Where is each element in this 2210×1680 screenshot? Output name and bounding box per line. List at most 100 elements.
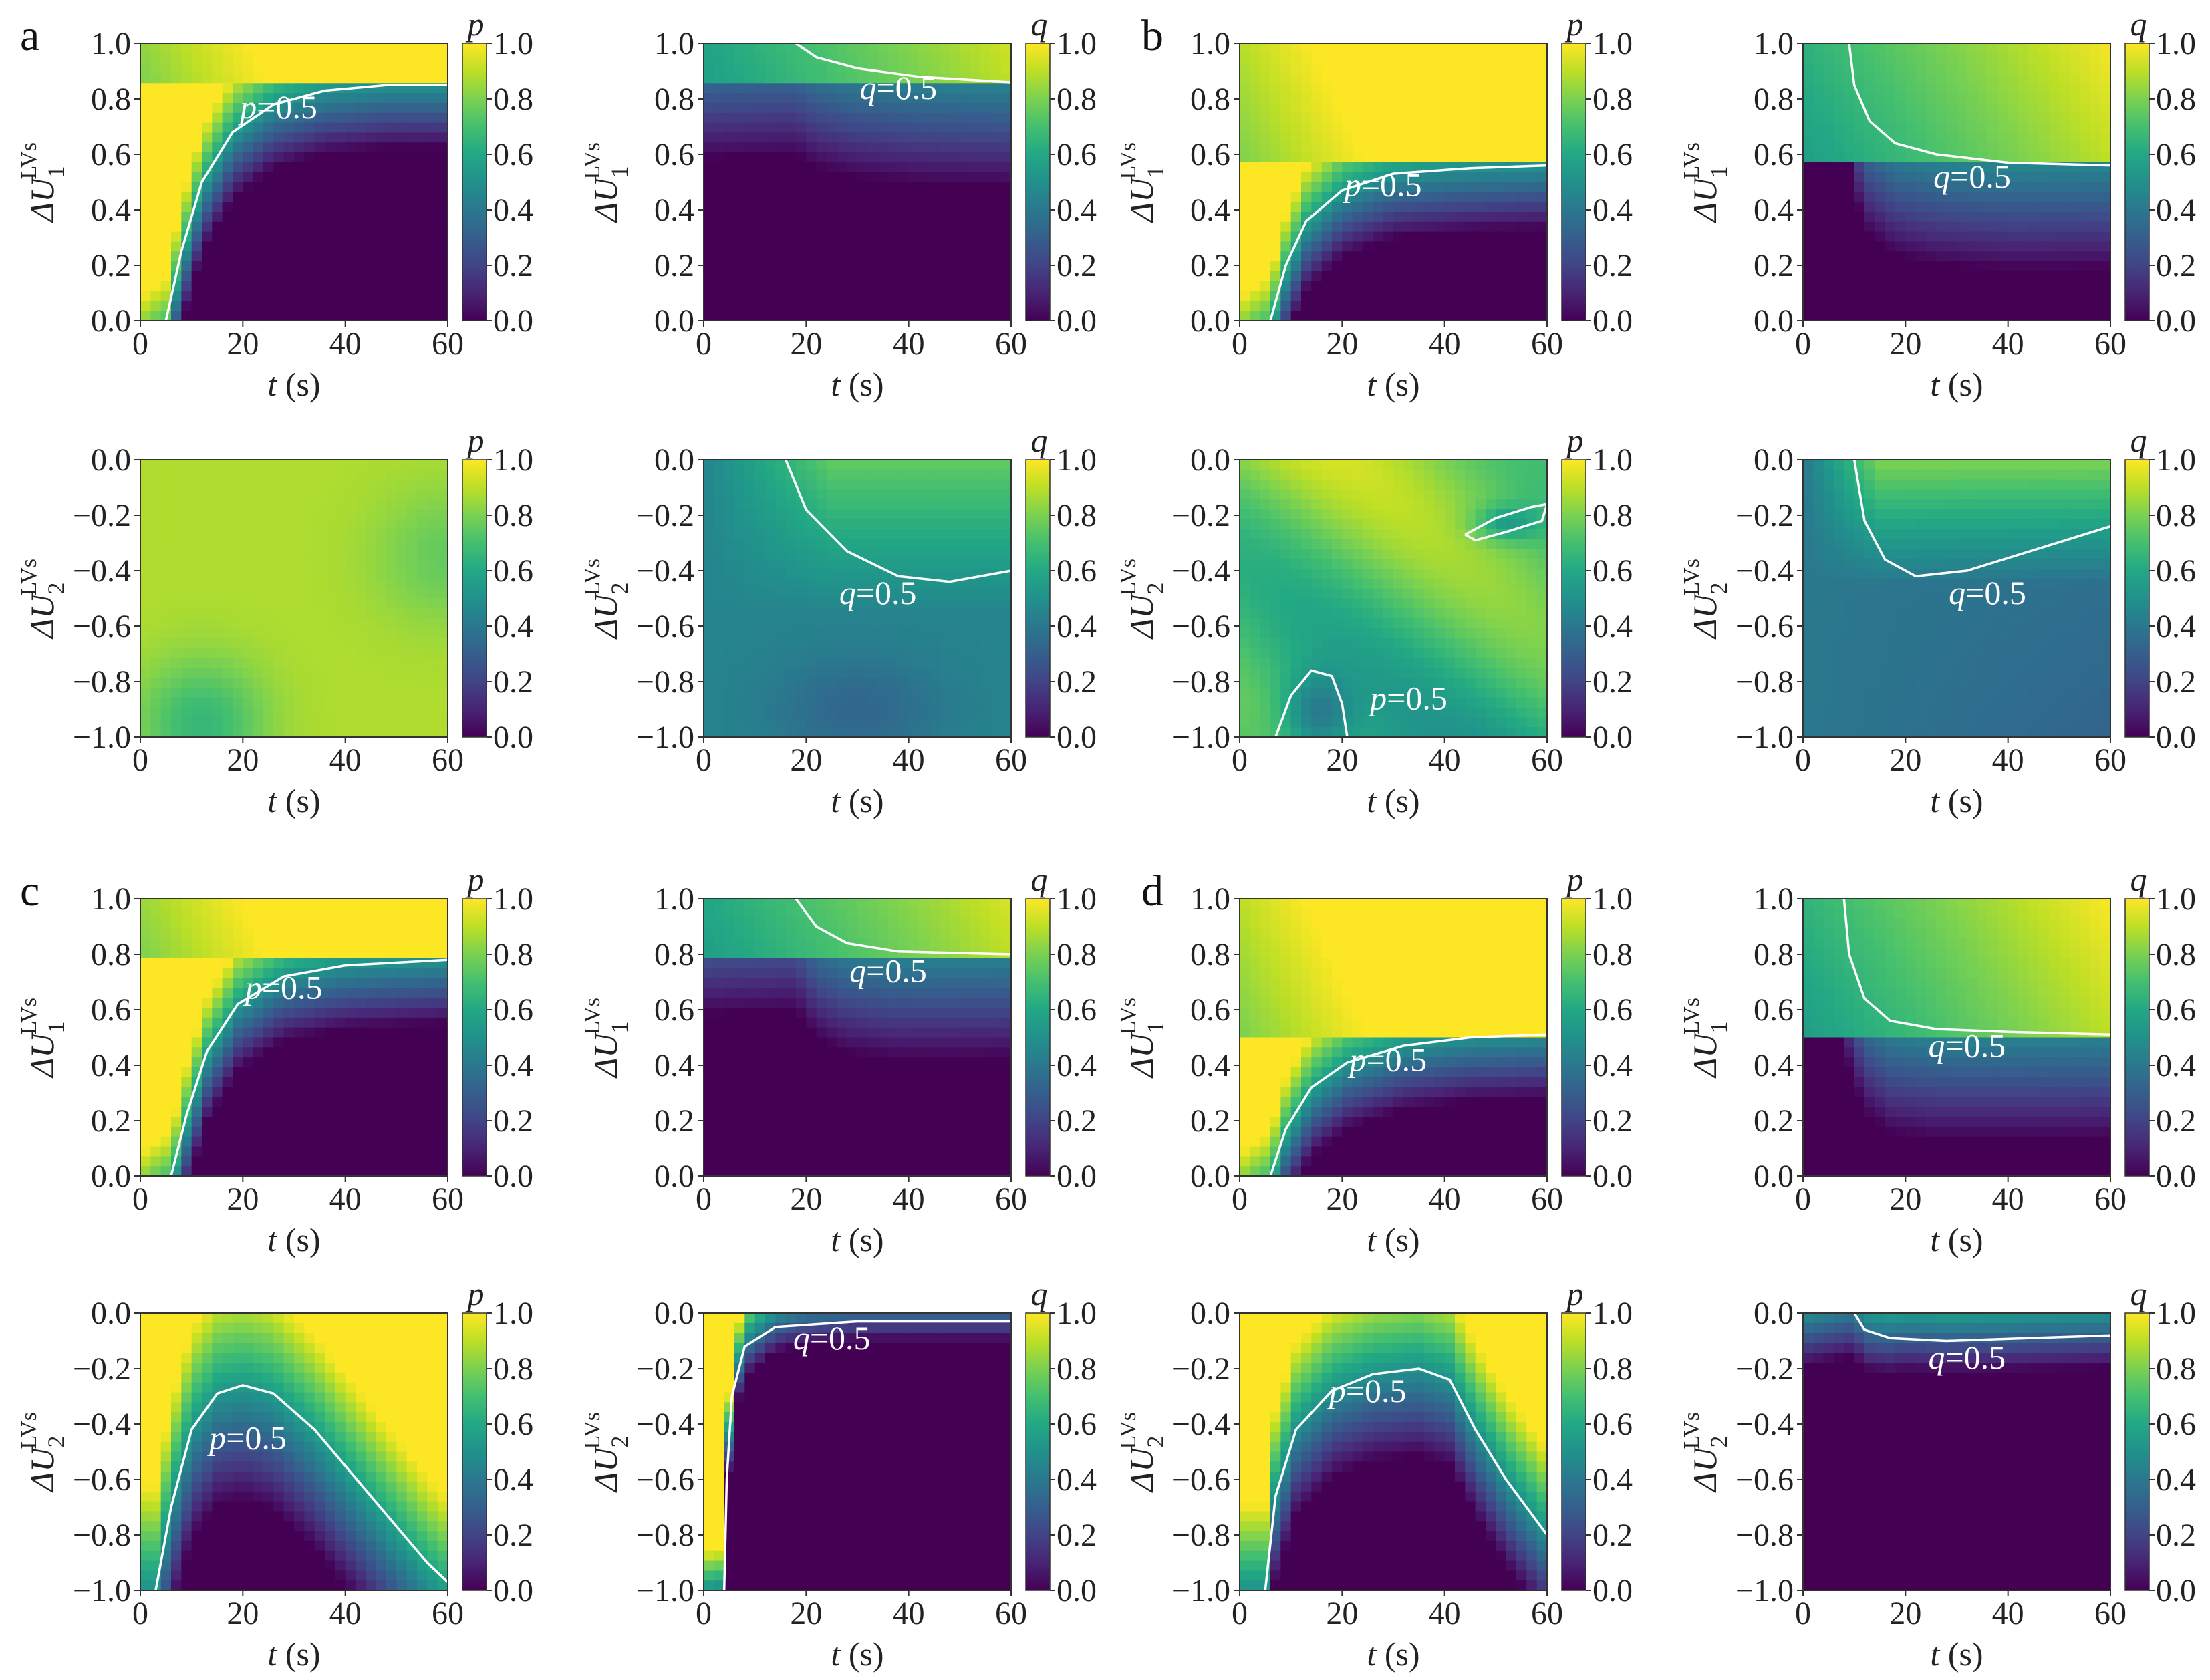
heatmap-cell xyxy=(1946,251,1957,262)
heatmap-cell xyxy=(980,311,991,321)
heatmap-cell xyxy=(1240,122,1250,133)
heatmap-cell xyxy=(1854,112,1865,124)
heatmap-cell xyxy=(898,261,910,272)
heatmap-cell xyxy=(1486,102,1496,114)
x-axis-variable: t xyxy=(267,366,277,403)
heatmap-cell xyxy=(1260,251,1271,262)
heatmap-cell xyxy=(406,559,418,569)
heatmap-cell xyxy=(1270,132,1281,143)
heatmap-cell xyxy=(233,489,243,500)
heatmap-cell xyxy=(898,152,910,163)
heatmap-cell xyxy=(785,707,797,718)
heatmap-cell xyxy=(243,559,254,569)
heatmap-cell xyxy=(734,569,745,579)
heatmap-cell xyxy=(366,578,377,589)
heatmap-cell xyxy=(1946,63,1957,74)
heatmap-cell xyxy=(2069,43,2080,54)
heatmap-cell xyxy=(1895,261,1906,272)
heatmap-cell xyxy=(2038,221,2050,233)
heatmap-cell xyxy=(366,221,377,233)
heatmap-cell xyxy=(2049,241,2060,252)
heatmap-cell xyxy=(888,261,899,272)
heatmap-cell xyxy=(202,678,213,688)
heatmap-cell xyxy=(1885,301,1896,311)
heatmap-cell xyxy=(1803,221,1814,233)
heatmap-cell xyxy=(1363,202,1373,213)
heatmap-cell xyxy=(714,241,725,252)
heatmap-cell xyxy=(1823,172,1834,183)
heatmap-cell xyxy=(160,202,172,213)
heatmap-cell xyxy=(233,112,243,124)
heatmap-cell xyxy=(2038,251,2050,262)
heatmap-cell xyxy=(283,162,295,173)
heatmap-cell xyxy=(827,460,837,470)
heatmap-cell xyxy=(233,202,243,213)
heatmap-cell xyxy=(283,658,295,668)
heatmap-cell xyxy=(376,192,387,202)
heatmap-cell xyxy=(950,132,960,143)
heatmap-cell xyxy=(1270,112,1281,124)
heatmap-cell xyxy=(222,469,233,480)
heatmap-cell xyxy=(171,132,182,143)
heatmap-cell xyxy=(1834,261,1844,272)
heatmap-cell xyxy=(314,271,325,282)
heatmap-cell xyxy=(1403,211,1415,223)
heatmap-cell xyxy=(1803,142,1814,153)
heatmap-cell xyxy=(1352,172,1363,183)
heatmap-cell xyxy=(2080,271,2090,282)
heatmap-cell xyxy=(1957,102,1967,114)
heatmap-cell xyxy=(1486,281,1496,292)
heatmap-cell xyxy=(2018,261,2029,272)
heatmap-cell xyxy=(1250,73,1261,84)
heatmap-cell xyxy=(990,132,1002,143)
heatmap-cell xyxy=(1536,311,1548,321)
heatmap-cell xyxy=(939,271,950,282)
heatmap-cell xyxy=(744,559,756,569)
heatmap-cell xyxy=(960,162,971,173)
heatmap-cell xyxy=(314,172,325,183)
heatmap-cell xyxy=(1342,162,1353,173)
heatmap-cell xyxy=(273,53,285,64)
heatmap-cell xyxy=(1000,231,1012,243)
heatmap-cell xyxy=(345,578,356,589)
heatmap-cell xyxy=(2059,241,2070,252)
heatmap-cell xyxy=(406,717,418,728)
heatmap-cell xyxy=(1895,211,1906,223)
heatmap-cell xyxy=(734,142,745,153)
heatmap-cell xyxy=(1946,281,1957,292)
heatmap-cell xyxy=(734,479,745,491)
heatmap-cell xyxy=(345,608,356,619)
heatmap-cell xyxy=(294,727,305,738)
heatmap-cell xyxy=(233,271,243,282)
heatmap-cell xyxy=(263,311,274,321)
heatmap-cell xyxy=(754,301,766,311)
heatmap-cell xyxy=(1496,251,1507,262)
heatmap-cell xyxy=(1915,271,1927,282)
heatmap-cell xyxy=(243,469,254,480)
heatmap-cell xyxy=(724,569,735,579)
heatmap-cell xyxy=(1000,311,1012,321)
heatmap-cell xyxy=(1506,281,1517,292)
heatmap-cell xyxy=(2038,301,2050,311)
heatmap-cell xyxy=(202,707,213,718)
colorbar-tick-label: 0.6 xyxy=(493,553,533,589)
heatmap-cell xyxy=(888,73,899,84)
heatmap-cell xyxy=(816,221,827,233)
heatmap-cell xyxy=(314,132,325,143)
y-tick-label: 0.2 xyxy=(91,248,131,283)
heatmap-cell xyxy=(1844,241,1855,252)
heatmap-cell xyxy=(1834,271,1844,282)
heatmap-cell xyxy=(704,182,714,192)
heatmap-cell xyxy=(765,132,776,143)
heatmap-cell xyxy=(2080,122,2090,133)
heatmap-cell xyxy=(1352,142,1363,153)
heatmap-cell xyxy=(990,231,1002,243)
heatmap-cell xyxy=(1864,73,1875,84)
colorbar-tick-label: 0.4 xyxy=(1057,192,1097,228)
heatmap-cell xyxy=(898,63,910,74)
heatmap-cell xyxy=(171,618,182,629)
heatmap-cell xyxy=(765,509,776,520)
heatmap-cell xyxy=(2080,73,2090,84)
heatmap-cell xyxy=(724,73,735,84)
heatmap-cell xyxy=(877,460,889,470)
